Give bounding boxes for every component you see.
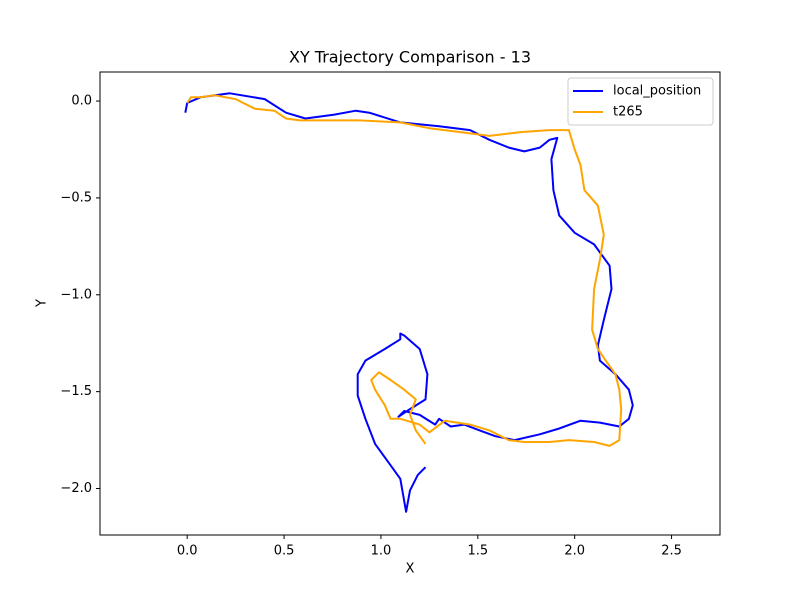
x-tick-label: 1.0 [371, 544, 392, 559]
legend-box [567, 77, 714, 126]
series-line [184, 92, 634, 513]
x-tick-label: 0.5 [274, 544, 295, 559]
x-tick-label: 2.0 [564, 544, 585, 559]
y-tick-label: 0.0 [71, 94, 92, 109]
y-axis-label: Y [35, 299, 50, 308]
y-tick-label: −0.5 [60, 190, 92, 205]
series-line [186, 94, 623, 447]
x-axis-label: X [406, 562, 415, 577]
chart-title: XY Trajectory Comparison - 13 [289, 48, 531, 67]
x-tick-label: 2.5 [661, 544, 682, 559]
y-tick-label: −1.5 [60, 384, 92, 399]
legend-label: t265 [613, 105, 643, 120]
y-tick-label: −2.0 [60, 481, 92, 496]
x-tick-label: 1.5 [467, 544, 488, 559]
plot-frame [99, 71, 721, 536]
legend-label: local_position [613, 84, 701, 99]
x-tick-label: 0.0 [177, 544, 198, 559]
y-tick-label: −1.0 [60, 287, 92, 302]
